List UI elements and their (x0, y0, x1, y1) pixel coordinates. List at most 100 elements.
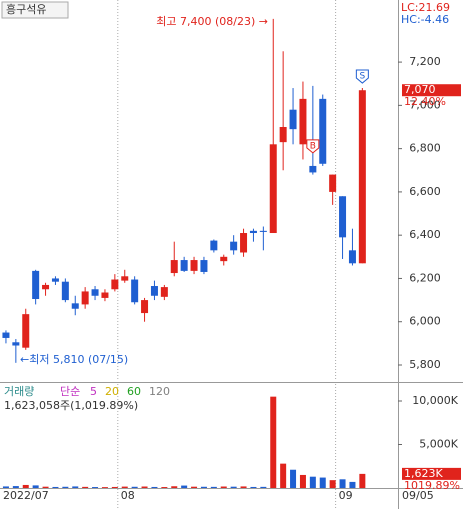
marker-label: B (310, 141, 316, 151)
current-price-label: 7,070 (404, 83, 436, 96)
candle-body (141, 300, 149, 314)
volume-bar (220, 486, 227, 488)
candle-body (160, 287, 168, 297)
volume-bar (230, 486, 237, 488)
volume-bar (12, 486, 19, 488)
volume-bar (299, 474, 306, 488)
volume-bar (260, 486, 267, 488)
candle-body (101, 292, 109, 298)
volume-bar (319, 477, 326, 488)
candle-body (299, 98, 307, 145)
change-label: 12.40% (404, 95, 446, 108)
volume-ma-type: 단순 (60, 385, 80, 398)
y-tick-label: 6,600 (409, 185, 441, 198)
candle-body (240, 233, 248, 253)
marker-shape (355, 69, 369, 84)
candle-body (32, 270, 40, 300)
candle-body (2, 332, 10, 338)
candle-body (81, 291, 89, 305)
volume-bar (151, 486, 158, 488)
volume-bar (82, 486, 89, 488)
high-annotation: 최고 7,400 (08/23) → (156, 15, 268, 28)
candle-body (131, 279, 139, 303)
current-volume-box (402, 467, 461, 480)
volume-bar (181, 485, 188, 488)
volume-bar (250, 486, 257, 488)
candle-body (121, 276, 129, 281)
volume-bar (121, 486, 128, 488)
candle-body (230, 241, 238, 251)
volume-summary: 1,623,058주(1,019.89%) (4, 399, 138, 412)
volume-bar (141, 486, 148, 488)
volume-bar (171, 486, 178, 488)
volume-bar (32, 485, 39, 488)
y-tick-label: 7,000 (409, 98, 441, 111)
volume-bar (111, 486, 118, 488)
candle-body (12, 342, 20, 346)
volume-bar (339, 479, 346, 488)
x-tick-label: 08 (121, 489, 135, 502)
candle-body (71, 303, 79, 309)
candle-body (22, 314, 30, 348)
volume-ma-label: 5 (90, 385, 97, 398)
volume-ratio-label: 1019.89% (404, 479, 460, 492)
candle-body (269, 144, 277, 234)
hc-label: HC:-4.46 (401, 13, 449, 26)
current-price-box (402, 84, 461, 97)
candle-body (259, 230, 267, 232)
candle-body (279, 127, 287, 143)
volume-bar (22, 484, 29, 488)
candle-body (170, 260, 178, 274)
y-tick-label: 7,200 (409, 55, 441, 68)
current-volume-label: 1,623K (404, 467, 443, 480)
y-tick-label: 6,400 (409, 228, 441, 241)
y-tick-label: 6,200 (409, 271, 441, 284)
volume-bar (270, 396, 277, 488)
volume-title: 거래량 (4, 385, 34, 398)
volume-bar (2, 486, 9, 488)
candle-body (150, 286, 158, 296)
volume-bar (309, 476, 316, 488)
candle-body (190, 260, 198, 271)
candle-body (200, 260, 208, 272)
volume-bar (42, 486, 49, 488)
y-tick-label: 6,800 (409, 142, 441, 155)
volume-bar (329, 480, 336, 488)
volume-ma-label: 20 (105, 385, 119, 398)
volume-bar (92, 487, 99, 488)
low-annotation: ←최저 5,810 (07/15) (20, 353, 128, 366)
x-tick-label: 2022/07 (3, 489, 49, 502)
candle-body (220, 256, 228, 262)
candle-body (329, 174, 337, 192)
volume-bar (72, 486, 79, 488)
marker-shape (306, 139, 320, 154)
y-tick-label: 5,800 (409, 358, 441, 371)
candle-body (180, 260, 188, 271)
current-date: 09/05 (402, 489, 434, 502)
volume-bar (200, 486, 207, 488)
volume-bar (349, 481, 356, 488)
volume-bar (131, 486, 138, 488)
candle-body (61, 281, 69, 301)
candle-body (348, 250, 356, 264)
volume-bar (240, 486, 247, 488)
marker-label: S (359, 72, 365, 82)
volume-bar (161, 487, 168, 488)
volume-y-tick-label: 10,000K (412, 394, 458, 407)
y-tick-label: 6,000 (409, 315, 441, 328)
volume-bar (280, 463, 287, 488)
title-box[interactable] (1, 1, 69, 19)
candle-body (289, 109, 297, 130)
lc-label: LC:21.69 (401, 1, 450, 14)
candle-body (319, 98, 327, 164)
candle-body (249, 230, 257, 234)
candle-body (339, 196, 347, 238)
volume-y-tick-label: 5,000K (419, 438, 458, 451)
volume-bar (359, 473, 366, 488)
volume-bar (191, 486, 198, 488)
volume-bar (210, 486, 217, 488)
candle-body (210, 240, 218, 251)
candle-body (42, 284, 50, 290)
